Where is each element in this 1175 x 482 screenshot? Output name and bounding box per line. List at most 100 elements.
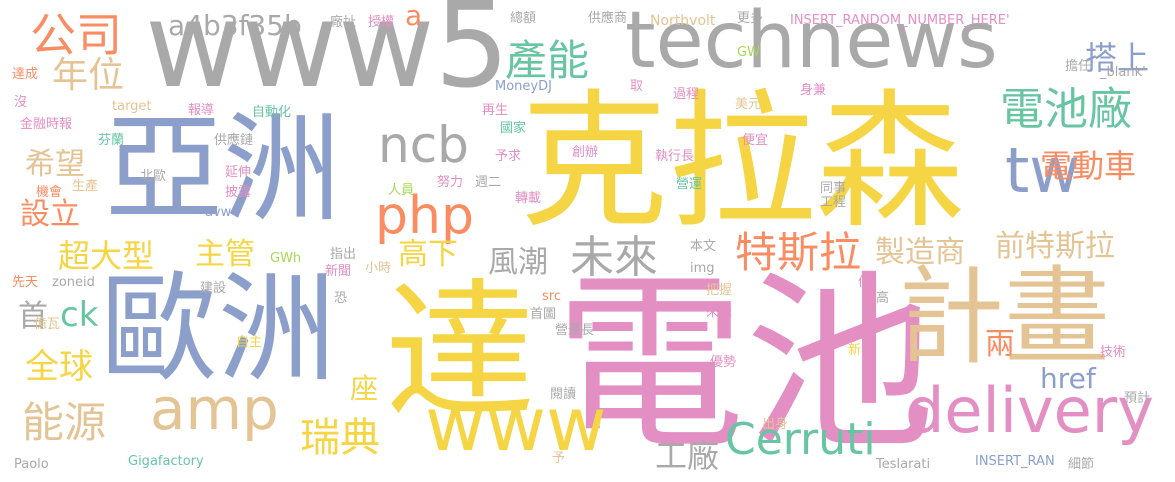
word-tongshi: 同事: [820, 181, 847, 196]
word-pianyi: 便宜: [742, 133, 769, 148]
word-yingyunzhang: 營運長: [555, 323, 595, 338]
word-jishu: 技術: [1100, 345, 1127, 360]
word-moneydj: MoneyDJ: [495, 79, 552, 94]
word-gwh: GWh: [270, 251, 302, 266]
word-blank: _blank': [1100, 65, 1146, 80]
word-tesila: 特斯拉: [735, 228, 862, 277]
word-teslarati: Teslarati: [876, 457, 931, 472]
word-laiyuan: 來源: [706, 305, 733, 320]
word-yuji: 預計: [1124, 391, 1151, 406]
word-kong: 恐: [334, 291, 348, 306]
word-yu: 予: [552, 451, 566, 466]
word-zizhu: 自主: [236, 335, 263, 350]
word-insert-random: INSERT_RANDOM_NUMBER_HERE': [790, 13, 1010, 28]
word-benwen: 本文: [690, 239, 717, 254]
word-a4b3f35b: a4b3f35b: [168, 9, 302, 42]
word-xijie: 細節: [1068, 457, 1095, 472]
word-php: php: [375, 186, 474, 246]
word-chaodaxing: 超大型: [58, 237, 155, 275]
word-insert-ran: INSERT_RAN: [975, 454, 1055, 469]
word-yanshen: 延伸: [225, 165, 252, 180]
word-www: www: [425, 382, 607, 468]
word-zhizaoshang: 製造商: [875, 235, 965, 270]
word-zhuanzai: 轉載: [515, 191, 542, 206]
word-ck: ck: [60, 295, 99, 335]
word-gw: GW: [737, 45, 760, 60]
word-shenjian: 身兼: [800, 83, 827, 98]
word-www5: www5: [145, 0, 510, 114]
word-qiantesila: 前特斯拉: [995, 229, 1115, 264]
word-quanqiu: 全球: [25, 347, 93, 387]
word-meiyuan: 美元: [735, 97, 762, 112]
word-dacheng: 達成: [12, 67, 39, 82]
word-src: src: [542, 289, 561, 304]
word-baodao: 報導: [188, 103, 215, 118]
word-gongyinglian: 供應鏈: [214, 133, 254, 148]
word-pilu: 披露: [225, 185, 252, 200]
word-northvolt: Northvolt: [650, 13, 716, 29]
word-liang: 兩: [985, 327, 1015, 362]
word-gaoxia: 高下: [398, 237, 458, 272]
word-mei: 沒: [14, 95, 28, 110]
word-zhixingzhang: 執行長: [655, 149, 695, 164]
word-zoneid: zoneid: [52, 275, 95, 290]
word-zhouer: 週二: [475, 175, 502, 190]
word-fenlan: 芬蘭: [98, 133, 125, 148]
word-gigafactory: Gigafactory: [128, 454, 204, 469]
word-delivery: delivery: [905, 374, 1154, 447]
word-bawo: 把握: [706, 283, 733, 298]
word-xin: 新: [848, 343, 862, 358]
word-href: href: [1040, 362, 1096, 395]
word-amp: amp: [150, 375, 279, 443]
word-renyuan: 人員: [388, 183, 415, 198]
word-target: target: [112, 99, 152, 114]
word-ouzhou: 歐洲: [100, 260, 337, 398]
word-gongsi: 公司: [30, 8, 122, 62]
word-a: a: [405, 0, 423, 32]
word-yiwa: 億瓦: [34, 317, 61, 332]
word-gongcheng: 工程: [820, 195, 847, 210]
word-xinwen: 新聞: [325, 264, 352, 279]
word-nuli: 努力: [437, 175, 464, 190]
word-chuangban: 創辦: [572, 145, 599, 160]
word-jianshe: 建設: [200, 281, 227, 296]
word-changzhi: 廠址: [330, 15, 357, 30]
word-diandongche: 電動車: [1040, 147, 1137, 185]
word-avw: avw: [205, 205, 232, 220]
word-xiantian: 先天: [12, 275, 39, 290]
word-zongjing: 總額: [510, 11, 537, 26]
word-shouquan: 授權: [368, 15, 395, 30]
word-gongyingshang: 供應商: [588, 11, 628, 26]
word-weilai: 未來: [570, 232, 658, 283]
word-shou: 首: [18, 299, 48, 334]
word-dianchi: 電池: [555, 254, 936, 475]
word-jihua: 計畫: [898, 256, 1110, 379]
word-dianchichang: 電池廠: [1000, 84, 1132, 135]
word-gengduo: 更多: [737, 11, 764, 26]
word-gongchang: 工廠: [655, 437, 720, 475]
word-channeng: 產能: [505, 36, 590, 85]
word-jinrongshibao: 金融時報: [20, 117, 73, 132]
word-sheli: 設立: [20, 197, 80, 232]
word-nengyuan: 能源: [22, 398, 107, 447]
word-gao: 高: [876, 291, 890, 306]
word-chushen: 出身: [762, 417, 789, 432]
word-youshi: 優勢: [710, 355, 737, 370]
word-beiou: 北歐: [140, 169, 167, 184]
word-danren: 擔任: [1065, 59, 1092, 74]
word-ncb: ncb: [378, 116, 469, 174]
word-qu: 取: [630, 79, 644, 94]
word-zidonghua: 自動化: [252, 105, 292, 120]
word-zhichu: 指出: [330, 247, 357, 262]
word-guojia: 國家: [500, 121, 527, 136]
word-technews: technews: [625, 0, 998, 86]
word-cerruti: Cerruti: [725, 414, 876, 465]
word-zuo: 座: [350, 372, 379, 405]
word-fengchao: 風潮: [488, 245, 548, 280]
word-shengchan: 生產: [72, 179, 99, 194]
word-zaisheng: 再生: [482, 103, 509, 118]
word-tw: tw: [1005, 134, 1081, 207]
word-nianwei: 年位: [52, 55, 125, 96]
word-da: 達: [385, 266, 536, 440]
